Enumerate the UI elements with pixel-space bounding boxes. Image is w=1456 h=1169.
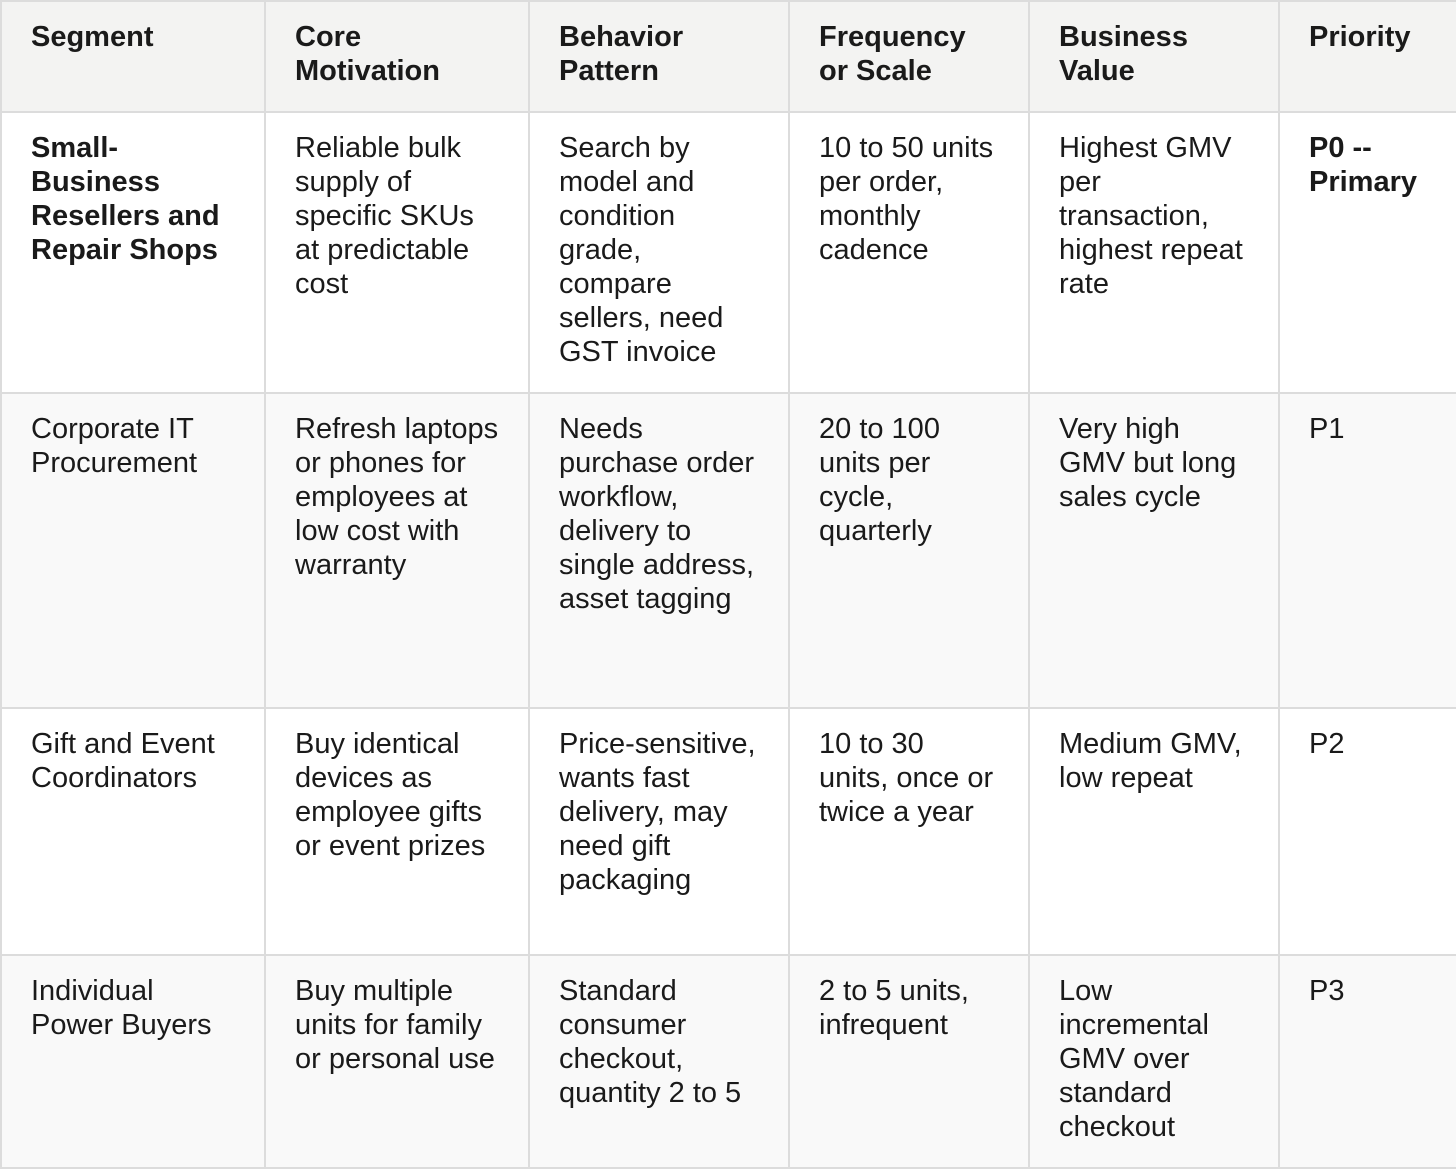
header-priority: Priority: [1278, 0, 1456, 113]
cell-core-motivation: Reliable bulk supply of specific SKUs at…: [264, 111, 530, 394]
table-row: Small-Business Resellers and Repair Shop…: [0, 111, 1456, 394]
cell-priority: P1: [1278, 392, 1456, 709]
cell-priority: P3: [1278, 954, 1456, 1169]
cell-segment: Gift and Event Coordinators: [0, 707, 266, 956]
cell-behavior-pattern: Price-sensitive, wants fast delivery, ma…: [528, 707, 790, 956]
cell-business-value: Highest GMV per transaction, highest rep…: [1028, 111, 1280, 394]
header-segment: Segment: [0, 0, 266, 113]
cell-segment: Small-Business Resellers and Repair Shop…: [0, 111, 266, 394]
cell-behavior-pattern: Standard consumer checkout, quantity 2 t…: [528, 954, 790, 1169]
cell-behavior-pattern: Needs purchase order workflow, delivery …: [528, 392, 790, 709]
cell-business-value: Medium GMV, low repeat: [1028, 707, 1280, 956]
table-row: Gift and Event Coordinators Buy identica…: [0, 707, 1456, 956]
cell-frequency-or-scale: 10 to 50 units per order, monthly cadenc…: [788, 111, 1030, 394]
cell-frequency-or-scale: 10 to 30 units, once or twice a year: [788, 707, 1030, 956]
cell-segment: Corporate IT Procurement: [0, 392, 266, 709]
cell-core-motivation: Buy multiple units for family or persona…: [264, 954, 530, 1169]
cell-frequency-or-scale: 2 to 5 units, infrequent: [788, 954, 1030, 1169]
header-business-value: Business Value: [1028, 0, 1280, 113]
cell-business-value: Very high GMV but long sales cycle: [1028, 392, 1280, 709]
cell-frequency-or-scale: 20 to 100 units per cycle, quarterly: [788, 392, 1030, 709]
cell-segment: Individual Power Buyers: [0, 954, 266, 1169]
cell-core-motivation: Refresh laptops or phones for employees …: [264, 392, 530, 709]
table-header-row: Segment Core Motivation Behavior Pattern…: [0, 0, 1456, 113]
header-behavior-pattern: Behavior Pattern: [528, 0, 790, 113]
cell-behavior-pattern: Search by model and condition grade, com…: [528, 111, 790, 394]
cell-business-value: Low incremental GMV over standard checko…: [1028, 954, 1280, 1169]
table-row: Individual Power Buyers Buy multiple uni…: [0, 954, 1456, 1169]
cell-core-motivation: Buy identical devices as employee gifts …: [264, 707, 530, 956]
header-core-motivation: Core Motivation: [264, 0, 530, 113]
header-frequency-or-scale: Frequency or Scale: [788, 0, 1030, 113]
cell-priority: P0 -- Primary: [1278, 111, 1456, 394]
table-row: Corporate IT Procurement Refresh laptops…: [0, 392, 1456, 709]
cell-priority: P2: [1278, 707, 1456, 956]
